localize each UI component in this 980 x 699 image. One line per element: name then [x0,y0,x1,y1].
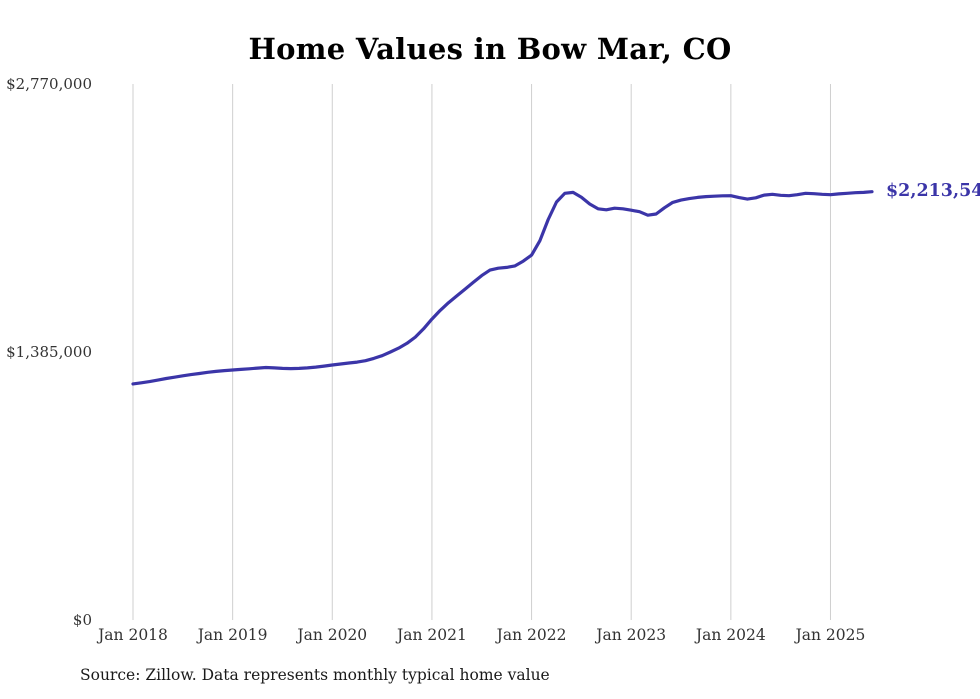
x-tick-label: Jan 2022 [495,626,567,644]
series-line [131,190,874,386]
x-tick-label: Jan 2024 [694,626,766,644]
x-tick-label: Jan 2020 [295,626,367,644]
y-tick-label: $2,770,000 [6,75,92,93]
source-note: Source: Zillow. Data represents monthly … [80,666,550,684]
y-tick-label: $1,385,000 [6,343,92,361]
x-tick-label: Jan 2023 [594,626,666,644]
chart-title: Home Values in Bow Mar, CO [248,32,732,66]
x-tick-label: Jan 2018 [96,626,168,644]
y-tick-label: $0 [73,611,92,629]
latest-value-label: $2,213,540 [886,180,980,201]
x-tick-label: Jan 2025 [794,626,866,644]
x-tick-label: Jan 2021 [395,626,467,644]
x-tick-label: Jan 2019 [196,626,268,644]
